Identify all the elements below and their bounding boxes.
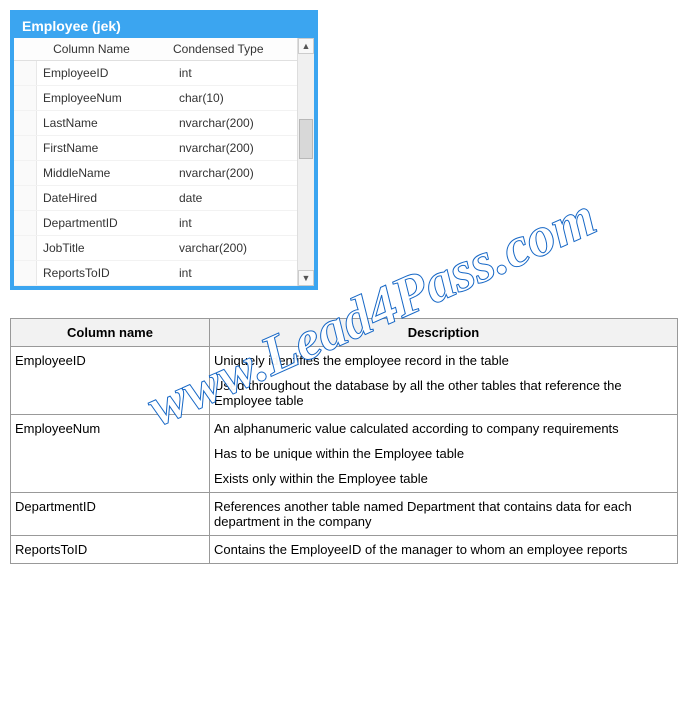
scroll-down-button[interactable]: ▼ [298,270,314,286]
description-line: Uniquely identifies the employee record … [214,353,673,368]
schema-row[interactable]: ReportsToIDint [14,261,314,286]
cell-column-name: EmployeeID [11,347,210,415]
description-line: An alphanumeric value calculated accordi… [214,421,673,436]
description-line: Has to be unique within the Employee tab… [214,446,673,461]
header-description: Description [210,319,678,347]
schema-grid: Column Name Condensed Type EmployeeIDint… [14,38,314,286]
row-key-cell[interactable] [14,211,37,235]
header-column-name: Column name [11,319,210,347]
description-line: Exists only within the Employee table [214,471,673,486]
row-key-cell[interactable] [14,186,37,210]
row-key-cell[interactable] [14,111,37,135]
schema-row[interactable]: FirstNamenvarchar(200) [14,136,314,161]
cell-column-name: DepartmentID [11,493,210,536]
table-row: EmployeeID Uniquely identifies the employ… [11,347,678,415]
schema-row[interactable]: DateHireddate [14,186,314,211]
cell-description: Uniquely identifies the employee record … [210,347,678,415]
schema-header-colname[interactable]: Column Name [14,42,169,56]
cell-description: Contains the EmployeeID of the manager t… [210,536,678,564]
schema-grid-header: Column Name Condensed Type [14,38,314,61]
row-column-name[interactable]: JobTitle [37,241,173,255]
cell-column-name: ReportsToID [11,536,210,564]
scroll-up-button[interactable]: ▲ [298,38,314,54]
row-key-cell[interactable] [14,136,37,160]
row-key-cell[interactable] [14,236,37,260]
table-row: ReportsToID Contains the EmployeeID of th… [11,536,678,564]
row-column-type[interactable]: nvarchar(200) [173,166,314,180]
row-column-name[interactable]: DateHired [37,191,173,205]
cell-description: An alphanumeric value calculated accordi… [210,415,678,493]
cell-description: References another table named Departmen… [210,493,678,536]
row-column-type[interactable]: varchar(200) [173,241,314,255]
scroll-thumb[interactable] [299,119,313,159]
description-table: Column name Description EmployeeID Unique… [10,318,678,564]
row-key-cell[interactable] [14,261,37,285]
schema-row[interactable]: EmployeeNumchar(10) [14,86,314,111]
row-column-name[interactable]: EmployeeID [37,66,173,80]
scrollbar-vertical[interactable]: ▲ ▼ [297,38,314,286]
row-column-type[interactable]: int [173,66,314,80]
row-column-name[interactable]: ReportsToID [37,266,173,280]
schema-header-type[interactable]: Condensed Type [169,42,314,56]
schema-row[interactable]: MiddleNamenvarchar(200) [14,161,314,186]
row-column-type[interactable]: char(10) [173,91,314,105]
row-column-type[interactable]: nvarchar(200) [173,141,314,155]
row-column-name[interactable]: LastName [37,116,173,130]
row-column-name[interactable]: FirstName [37,141,173,155]
row-column-type[interactable]: date [173,191,314,205]
row-column-name[interactable]: EmployeeNum [37,91,173,105]
row-column-name[interactable]: DepartmentID [37,216,173,230]
scroll-track[interactable] [298,54,314,270]
schema-window-title: Employee (jek) [14,14,314,38]
description-line: Used throughout the database by all the … [214,378,673,408]
cell-column-name: EmployeeNum [11,415,210,493]
schema-row[interactable]: EmployeeIDint [14,61,314,86]
row-column-type[interactable]: int [173,216,314,230]
row-key-cell[interactable] [14,86,37,110]
schema-row[interactable]: JobTitlevarchar(200) [14,236,314,261]
row-column-type[interactable]: int [173,266,314,280]
schema-row[interactable]: LastNamenvarchar(200) [14,111,314,136]
table-row: EmployeeNum An alphanumeric value calcula… [11,415,678,493]
description-line: Contains the EmployeeID of the manager t… [214,542,673,557]
table-header-row: Column name Description [11,319,678,347]
description-line: References another table named Departmen… [214,499,673,529]
table-row: DepartmentIDReferences another table nam… [11,493,678,536]
row-key-cell[interactable] [14,161,37,185]
row-key-cell[interactable] [14,61,37,85]
row-column-name[interactable]: MiddleName [37,166,173,180]
schema-row[interactable]: DepartmentIDint [14,211,314,236]
row-column-type[interactable]: nvarchar(200) [173,116,314,130]
schema-window: Employee (jek) Column Name Condensed Typ… [10,10,318,290]
